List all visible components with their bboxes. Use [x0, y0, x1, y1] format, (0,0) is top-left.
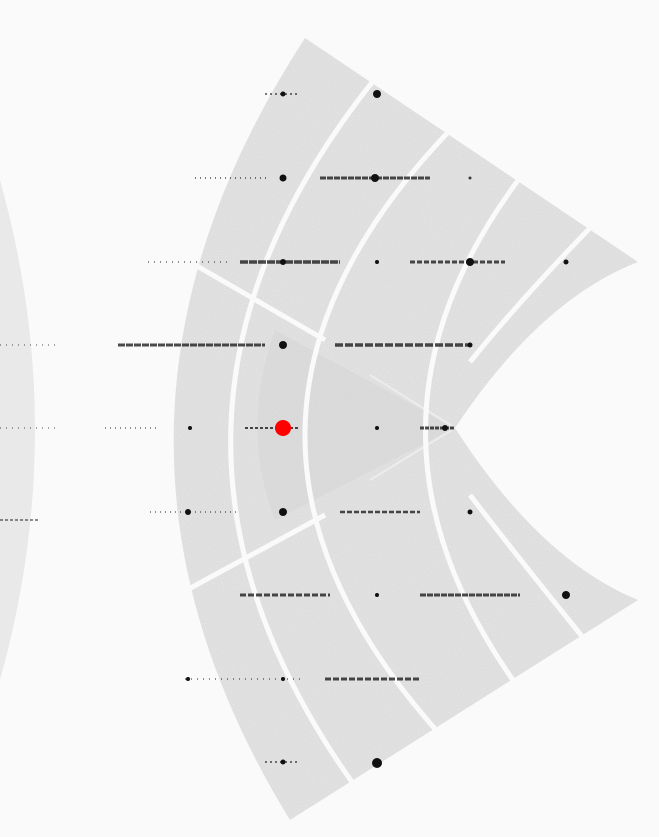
diffraction-spot: [375, 426, 379, 430]
main-detector: [173, 38, 638, 820]
diffraction-spot: [375, 260, 379, 264]
diffraction-spot: [467, 509, 473, 515]
gap-line-c: [369, 374, 457, 481]
gap-arc-4: [468, 226, 592, 364]
diffraction-spot: [468, 176, 472, 180]
diffraction-spot: [375, 593, 379, 597]
module-gaps: [148, 73, 592, 802]
diffraction-spot: [562, 591, 570, 599]
gap-arc-3: [423, 173, 524, 692]
diffraction-spot: [279, 174, 287, 182]
diffraction-spots: [0, 90, 570, 768]
diffraction-spot: [442, 425, 448, 431]
diffraction-spot: [185, 509, 191, 515]
left-detector-segment: [0, 180, 35, 680]
diffraction-spot: [279, 341, 287, 349]
diffraction-spot: [467, 342, 473, 348]
diffraction-spot: [279, 508, 287, 516]
diffraction-spot: [371, 174, 379, 182]
noise-overlay: [173, 38, 638, 820]
diffraction-spot: [372, 758, 382, 768]
gap-arc-1: [228, 73, 380, 802]
diffraction-spot: [466, 258, 474, 266]
diffraction-spot: [281, 677, 285, 681]
gap-line-a: [150, 237, 327, 343]
gap-line-b: [148, 512, 327, 613]
gap-arc-5: [468, 493, 587, 642]
diffraction-spot: [186, 677, 190, 681]
diffraction-spot: [280, 259, 286, 265]
diffraction-spot: [280, 759, 286, 765]
diffraction-spot: [280, 91, 286, 97]
gap-arc-2: [302, 123, 457, 742]
diffraction-spot: [563, 259, 569, 265]
beam-center-marker: [275, 420, 291, 436]
diffraction-spot: [188, 426, 192, 430]
diffraction-spot: [373, 90, 381, 98]
